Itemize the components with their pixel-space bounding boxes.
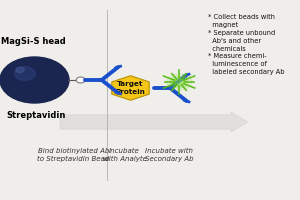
Circle shape (174, 78, 184, 86)
Text: Incubate with
Secondary Ab: Incubate with Secondary Ab (145, 148, 194, 162)
Text: Streptavidin: Streptavidin (6, 111, 66, 120)
Circle shape (167, 74, 192, 90)
Text: Target
Protein: Target Protein (116, 81, 146, 95)
Polygon shape (112, 76, 149, 100)
Text: Bind biotinylated Ab
to Streptavidin Bead: Bind biotinylated Ab to Streptavidin Bea… (38, 148, 110, 162)
Circle shape (14, 67, 35, 80)
Circle shape (170, 76, 188, 88)
FancyArrow shape (60, 112, 248, 132)
Circle shape (0, 57, 69, 103)
Text: MagSi-S head: MagSi-S head (1, 37, 65, 46)
Text: * Collect beads with
  magnet
* Separate unbound
  Ab's and other
  chemicals
* : * Collect beads with magnet * Separate u… (208, 14, 285, 75)
Text: Incubate
with Analyte: Incubate with Analyte (103, 148, 146, 162)
Circle shape (76, 77, 85, 83)
Circle shape (16, 67, 24, 73)
